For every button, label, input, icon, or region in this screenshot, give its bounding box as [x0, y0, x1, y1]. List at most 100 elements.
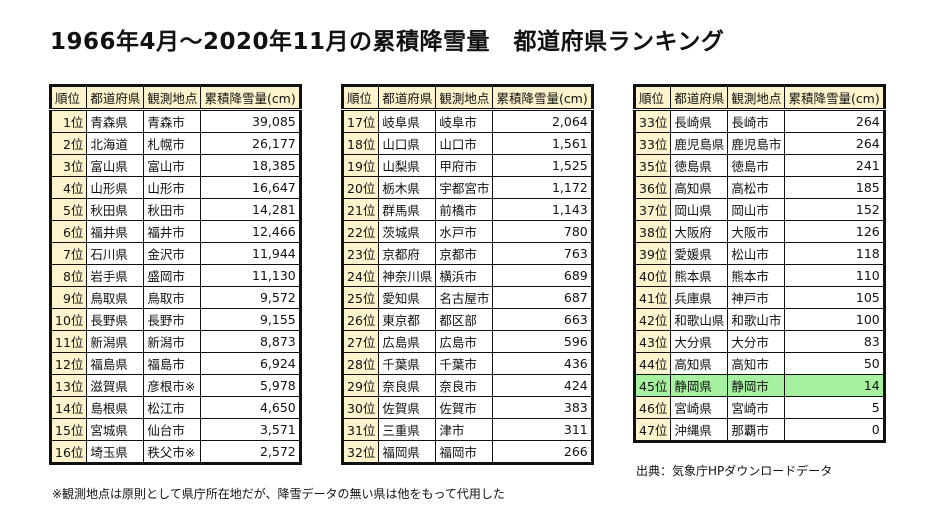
station-cell: 秋田市 [143, 198, 202, 221]
prefecture-cell: 宮崎県 [670, 396, 729, 419]
snowfall-cell: 596 [492, 330, 593, 353]
snowfall-cell: 241 [784, 154, 885, 177]
snowfall-cell: 383 [492, 396, 593, 419]
rank-cell: 38位 [633, 220, 672, 243]
snowfall-cell: 687 [492, 286, 593, 309]
ranking-table-2: 順位 都道府県 観測地点 累積降雪量(cm) 17位 岐阜県 岐阜市 2,064 18位… [341, 84, 594, 465]
prefecture-cell: 奈良県 [378, 374, 437, 397]
table-row: 27位 広島県 広島市 596 [341, 330, 593, 353]
table-row: 17位 岐阜県 岐阜市 2,064 [341, 109, 593, 133]
prefecture-cell: 茨城県 [378, 220, 437, 243]
station-cell: 前橋市 [435, 198, 494, 221]
prefecture-cell: 島根県 [86, 396, 145, 419]
rank-cell: 11位 [49, 330, 88, 353]
prefecture-cell: 愛媛県 [670, 242, 729, 265]
prefecture-cell: 滋賀県 [86, 374, 145, 397]
rank-cell: 7位 [49, 242, 88, 265]
snowfall-cell: 0 [784, 418, 885, 442]
table-row: 10位 長野県 長野市 9,155 [49, 308, 301, 331]
prefecture-cell: 京都府 [378, 242, 437, 265]
prefecture-cell: 埼玉県 [86, 440, 145, 464]
prefecture-cell: 福岡県 [378, 440, 437, 464]
table-row: 46位 宮崎県 宮崎市 5 [633, 396, 885, 419]
station-cell: 高松市 [727, 176, 786, 199]
station-cell: 甲府市 [435, 154, 494, 177]
table-row: 18位 山口県 山口市 1,561 [341, 132, 593, 155]
snowfall-cell: 9,572 [200, 286, 301, 309]
snowfall-cell: 2,572 [200, 440, 301, 464]
table-row: 37位 岡山県 岡山市 152 [633, 198, 885, 221]
rank-cell: 20位 [341, 176, 380, 199]
rank-cell: 24位 [341, 264, 380, 287]
rank-cell: 44位 [633, 352, 672, 375]
prefecture-cell: 宮城県 [86, 418, 145, 441]
rank-cell: 32位 [341, 440, 380, 464]
ranking-table-1: 順位 都道府県 観測地点 累積降雪量(cm) 1位 青森県 青森市 39,085 2位北… [49, 84, 302, 465]
rank-cell: 6位 [49, 220, 88, 243]
prefecture-cell: 高知県 [670, 352, 729, 375]
station-cell: 長崎市 [727, 109, 786, 133]
prefecture-cell: 福井県 [86, 220, 145, 243]
prefecture-cell: 東京都 [378, 308, 437, 331]
table-row: 36位 高知県 高松市 185 [633, 176, 885, 199]
station-cell: 鹿児島市 [727, 132, 786, 155]
station-cell: 名古屋市 [435, 286, 494, 309]
station-cell: 岡山市 [727, 198, 786, 221]
station-cell: 山形市 [143, 176, 202, 199]
prefecture-cell: 高知県 [670, 176, 729, 199]
prefecture-cell: 和歌山県 [670, 308, 729, 331]
station-cell: 盛岡市 [143, 264, 202, 287]
prefecture-cell: 秋田県 [86, 198, 145, 221]
prefecture-cell: 岐阜県 [378, 109, 437, 133]
snowfall-cell: 11,944 [200, 242, 301, 265]
rank-cell: 47位 [633, 418, 672, 442]
snowfall-cell: 689 [492, 264, 593, 287]
snowfall-cell: 1,172 [492, 176, 593, 199]
table-header-row: 順位 都道府県 観測地点 累積降雪量(cm) [633, 85, 885, 111]
header-rank: 順位 [341, 85, 380, 111]
station-cell: 松山市 [727, 242, 786, 265]
prefecture-cell: 鳥取県 [86, 286, 145, 309]
station-cell: 水戸市 [435, 220, 494, 243]
prefecture-cell: 沖縄県 [670, 418, 729, 442]
station-cell: 秩父市※ [143, 440, 202, 464]
station-cell: 札幌市 [143, 132, 202, 155]
station-cell: 岐阜市 [435, 109, 494, 133]
snowfall-cell: 110 [784, 264, 885, 287]
rank-cell: 15位 [49, 418, 88, 441]
rank-cell: 40位 [633, 264, 672, 287]
prefecture-cell: 広島県 [378, 330, 437, 353]
snowfall-cell: 1,525 [492, 154, 593, 177]
table-row: 26位 東京都 都区部 663 [341, 308, 593, 331]
rank-cell: 45位 [633, 374, 672, 397]
prefecture-cell: 石川県 [86, 242, 145, 265]
station-cell: 徳島市 [727, 154, 786, 177]
station-cell: 松江市 [143, 396, 202, 419]
station-cell: 鳥取市 [143, 286, 202, 309]
station-cell: 金沢市 [143, 242, 202, 265]
table-row: 40位 熊本県 熊本市 110 [633, 264, 885, 287]
station-cell: 和歌山市 [727, 308, 786, 331]
table-row: 15位 宮城県 仙台市 3,571 [49, 418, 301, 441]
prefecture-cell: 山梨県 [378, 154, 437, 177]
table-row: 38位 大阪府 大阪市 126 [633, 220, 885, 243]
prefecture-cell: 富山県 [86, 154, 145, 177]
header-station: 観測地点 [435, 85, 494, 111]
snowfall-cell: 1,561 [492, 132, 593, 155]
rank-cell: 22位 [341, 220, 380, 243]
table-row: 45位 静岡県 静岡市 14 [633, 374, 885, 397]
prefecture-cell: 大阪府 [670, 220, 729, 243]
rank-cell: 9位 [49, 286, 88, 309]
page-title: 1966年4月～2020年11月の累積降雪量 都道府県ランキング [50, 29, 725, 55]
snowfall-cell: 8,873 [200, 330, 301, 353]
rank-cell: 41位 [633, 286, 672, 309]
table-row: 7位 石川県 金沢市 11,944 [49, 242, 301, 265]
rank-cell: 18位 [341, 132, 380, 155]
rank-cell: 2位 [49, 132, 88, 155]
table-row: 6位 福井県 福井市 12,466 [49, 220, 301, 243]
prefecture-cell: 三重県 [378, 418, 437, 441]
header-prefecture: 都道府県 [670, 85, 729, 111]
station-cell: 福岡市 [435, 440, 494, 464]
prefecture-cell: 新潟県 [86, 330, 145, 353]
snowfall-cell: 264 [784, 132, 885, 155]
